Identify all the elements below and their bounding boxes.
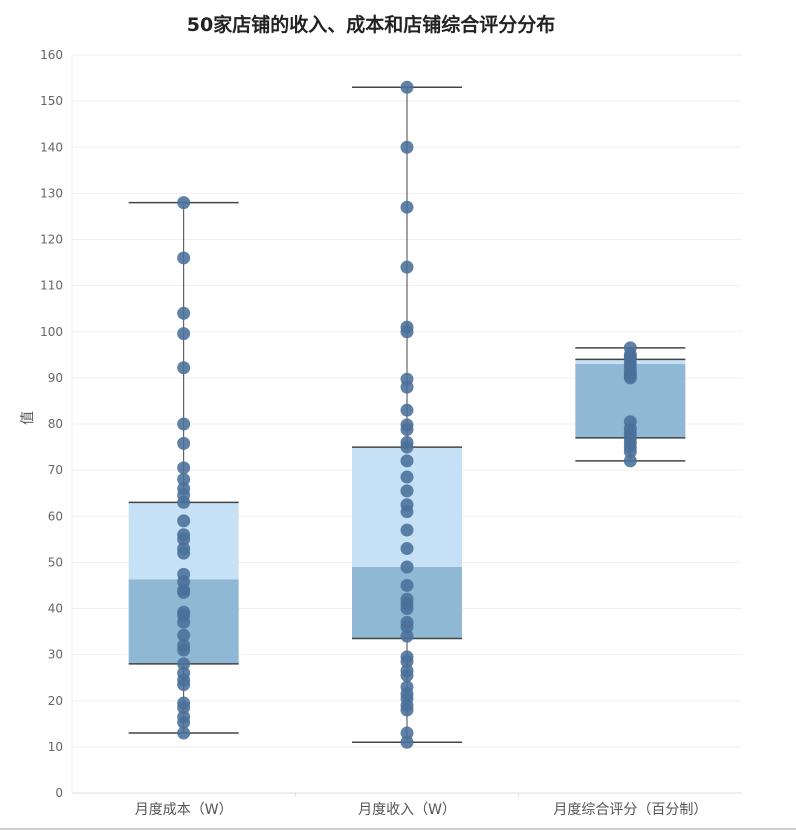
data-point [400,629,414,643]
data-point [177,436,191,450]
data-point [400,726,414,740]
data-point [400,200,414,214]
y-tick-label: 100 [40,325,63,339]
data-point [177,715,191,729]
y-tick-label: 80 [48,417,63,431]
y-tick-label: 50 [48,555,63,569]
data-point [177,196,191,210]
data-point [400,325,414,339]
y-tick-label: 150 [40,94,63,108]
data-point [400,423,414,437]
y-axis-label: 值 [20,411,36,425]
box-1 [128,196,239,740]
data-point [400,620,414,634]
data-point [177,327,191,341]
data-point [177,546,191,560]
data-point [400,578,414,592]
data-point [400,602,414,615]
x-category-label: 月度收入（W） [358,802,456,818]
data-point [177,417,191,431]
data-point [177,306,191,320]
y-tick-label: 120 [40,233,63,247]
y-tick-label: 160 [40,48,63,62]
data-point [177,461,191,475]
data-point [177,532,191,546]
data-point [400,484,414,498]
data-point [177,643,191,657]
data-point [623,371,637,385]
data-point [177,615,191,629]
data-point [177,726,191,740]
data-point [400,735,414,749]
box-2 [352,80,462,749]
data-point [177,495,191,509]
data-point [400,260,414,274]
data-point [623,454,637,468]
data-point [177,628,191,642]
bottom-border [0,828,796,830]
data-point [400,440,414,454]
y-tick-label: 60 [48,509,63,523]
data-point [400,380,414,394]
x-category-label: 月度成本（W） [135,802,233,818]
y-tick-label: 110 [40,279,63,293]
chart-title: 50家店铺的收入、成本和店铺综合评分分布 [186,14,556,36]
data-point [177,361,191,375]
data-point [400,560,414,574]
data-point [177,472,191,486]
y-tick-label: 90 [48,371,63,385]
box-layer [128,80,686,749]
y-tick-label: 130 [40,186,63,200]
data-point [177,678,191,692]
data-point [177,585,191,599]
data-point [400,703,414,717]
y-axis: 0 10 20 30 40 50 60 70 80 90 100 110 120 130 140 150 160 [40,48,742,800]
data-point [177,701,191,715]
data-point [400,80,414,94]
data-point [400,655,414,669]
y-tick-label: 20 [48,694,63,708]
data-point [623,445,637,459]
x-axis: 月度成本（W） 月度收入（W） 月度综合评分（百分制） [135,802,708,818]
y-tick-label: 30 [48,648,63,662]
data-point [400,140,414,154]
data-point [400,470,414,484]
data-point [400,454,414,468]
x-category-label: 月度综合评分（百分制） [553,802,707,818]
y-tick-label: 70 [48,463,63,477]
data-point [400,523,414,537]
data-point [177,657,191,671]
y-tick-label: 0 [55,786,63,800]
box-3 [575,341,686,468]
data-point [400,668,414,682]
y-tick-label: 40 [48,602,63,616]
data-point [177,514,191,528]
data-point [400,403,414,417]
data-point [400,542,414,556]
data-point [177,251,191,265]
data-point [400,505,414,519]
y-tick-label: 140 [40,140,63,154]
y-tick-label: 10 [48,740,63,754]
